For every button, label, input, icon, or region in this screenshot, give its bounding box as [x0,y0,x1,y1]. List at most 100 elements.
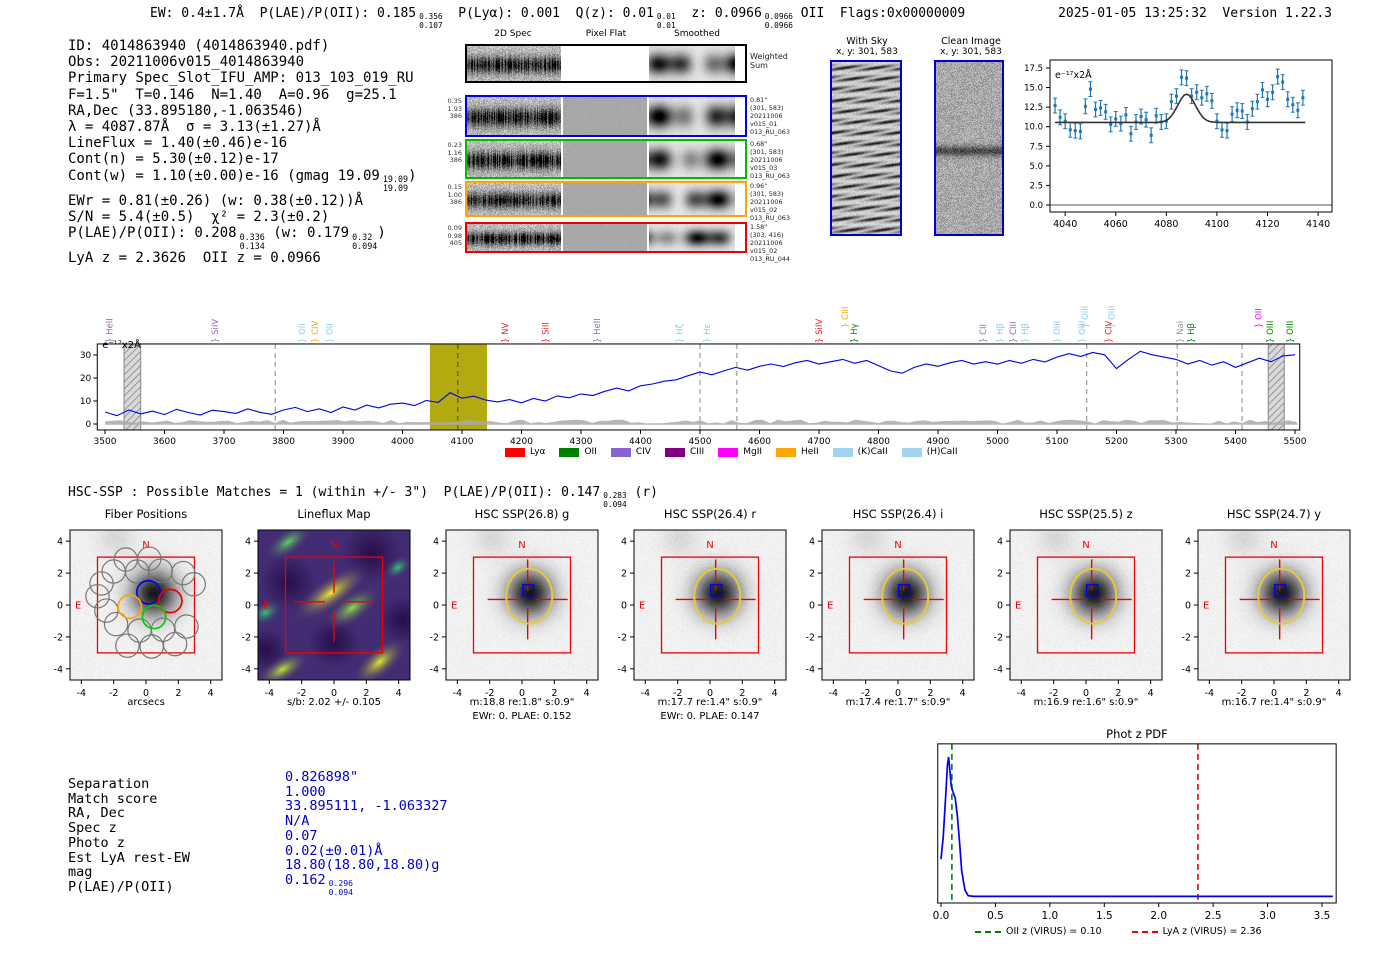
left-label: 1.00 [447,190,462,199]
aperture-ellipse [881,567,930,625]
plot-box [821,529,975,681]
left-label: 386 [449,156,462,165]
text-segment: 0.07 [285,827,318,844]
y-tick-label: 2 [809,569,815,580]
clean-image-xy: x, y: 301, 583 [940,47,1002,57]
clean-image [934,60,1004,236]
data-point [1291,103,1295,107]
x-tick-label: 5300 [1165,437,1188,447]
y-tick-label: 4 [1185,537,1191,548]
cutout-caption: m:17.7 re:1.4" s:0.9" [657,697,763,708]
legend-swatch [664,447,685,457]
legend-swatch [718,447,739,457]
y-tick-label: -2 [618,632,627,643]
cutout-image [258,530,410,680]
y-tick-label: 4 [997,537,1003,548]
compass-north-label: N [1082,540,1089,551]
x-tick-label: 5500 [1284,437,1307,447]
x-tick-label: 4140 [1306,219,1330,230]
pixelflat-image [563,224,647,251]
x-tick-label: 2 [363,688,369,699]
plot-box [1009,529,1163,681]
cutout-caption: m:18.8 re:1.8" s:0.9" [469,697,575,708]
spec2d-row-right-labels: Weighted Sum [750,52,808,70]
text-segment: (w: 0.179 [264,225,350,242]
x-tick-label: 0 [895,688,901,699]
spec2d-row-left-labels: 0.09 0.98 405 [438,224,462,248]
table-row-value: 0.02(±0.01)Å [285,843,383,859]
text-segment: LyA z = 2.3626 OII z = 0.0966 [68,250,321,267]
emission-line-label: } CIII [1009,321,1019,343]
table-row-label: P(LAE)/P(OII) [68,878,174,895]
sky-spectrum-strip [105,419,1298,425]
x-tick-label: 4700 [808,437,831,447]
text-segment: LineFlux = 1.40(±0.46)e-16 [68,135,288,152]
text-segment: EWr = 0.81(±0.26) (w: 0.38(±0.12))Å [68,192,364,209]
y-tick-label: 4 [809,537,815,548]
x-tick-label: 2 [1303,688,1309,699]
x-tick-label: 4100 [1205,219,1229,230]
legend-item: Lyα [505,447,545,457]
data-point [1185,76,1189,80]
x-tick-label: -4 [265,688,274,699]
y-tick-label: 0 [997,601,1003,612]
x-tick-label: 4100 [451,437,474,447]
text-segment: P(Lyα): 0.001 Q(z): 0.01 [442,6,654,21]
emission-line-label: } OII [1255,308,1265,328]
emission-line-label: } OIII [1053,321,1063,343]
cutout-overlay: -4 -2 0 2 4 -4 -2 0 2 4 N E [806,529,975,699]
y-tick-label: -4 [430,664,439,675]
left-label: 1.16 [447,148,462,157]
y-tick-label: 20 [80,374,92,384]
flux-units-annotation: e⁻¹⁷x2Å [102,338,141,351]
smoothed-image [649,224,735,251]
x-tick-label: 4 [396,688,402,699]
x-tick-label: 0 [331,688,337,699]
emission-line-label: } Hε [703,323,713,343]
catalog-position-box [709,584,723,597]
legend-label: HeII [801,447,819,457]
extraction-box [96,556,196,654]
y-tick-label: 2 [245,569,251,580]
x-tick-label: -4 [641,688,650,699]
x-tick-label: 4400 [629,437,652,447]
lower-bound: 0.094 [328,886,354,897]
data-point [1235,108,1239,112]
x-tick-label: 2.5 [1205,910,1222,922]
data-point [1296,108,1300,112]
header-timestamp-version: 2025-01-05 13:25:32 Version 1.22.3 [1058,6,1332,21]
text-segment: ) [377,225,386,242]
table-row-label: Photo z [68,834,125,851]
compass-north-label: N [706,540,713,551]
emission-line-label: } NV [501,323,511,343]
uncertainty-fraction: 0.283 0.094 [603,492,626,509]
cutout-image [446,530,598,680]
cutout-overlay: -4 -2 0 2 4 -4 -2 0 2 4 N E [54,529,223,699]
upper-bound: 0.296 [328,878,354,889]
compass-north-label: N [330,540,337,551]
data-point [1205,92,1209,96]
info-line: LineFlux = 1.40(±0.46)e-16 [68,135,417,151]
fiber-circle-highlight [135,579,161,605]
text-segment: λ = 4087.87Å σ = 3.13(±1.27)Å [68,119,321,136]
cutout-image [1010,530,1162,680]
x-tick-label: -4 [77,688,86,699]
cutout-caption: m:16.9 re:1.6" s:0.9" [1033,697,1139,708]
y-tick-label: 2 [1185,569,1191,580]
y-tick-label: -4 [54,664,63,675]
info-line: LyA z = 2.3626 OII z = 0.0966 [68,250,417,266]
compass-east-label: E [639,601,645,612]
data-point [1200,96,1204,100]
data-point [1301,96,1305,100]
y-tick-label: -2 [994,632,1003,643]
x-tick-label: 2.0 [1150,910,1167,922]
y-tick-label: 4 [621,537,627,548]
text-segment: HSC-SSP : Possible Matches = 1 (within +… [68,485,601,500]
data-point [1276,75,1280,79]
photz-pdf-plot: Phot z PDF 0.0 0.5 1.0 1.5 2.0 2.5 3.0 3.5 [933,727,1337,922]
x-tick-label: 0 [1083,688,1089,699]
fiber-circle [127,618,152,643]
fiber-circle [89,571,114,596]
detection-info-block: ID: 4014863940 (4014863940.pdf) Obs: 2021… [68,38,417,267]
x-tick-label: 4 [208,688,214,699]
